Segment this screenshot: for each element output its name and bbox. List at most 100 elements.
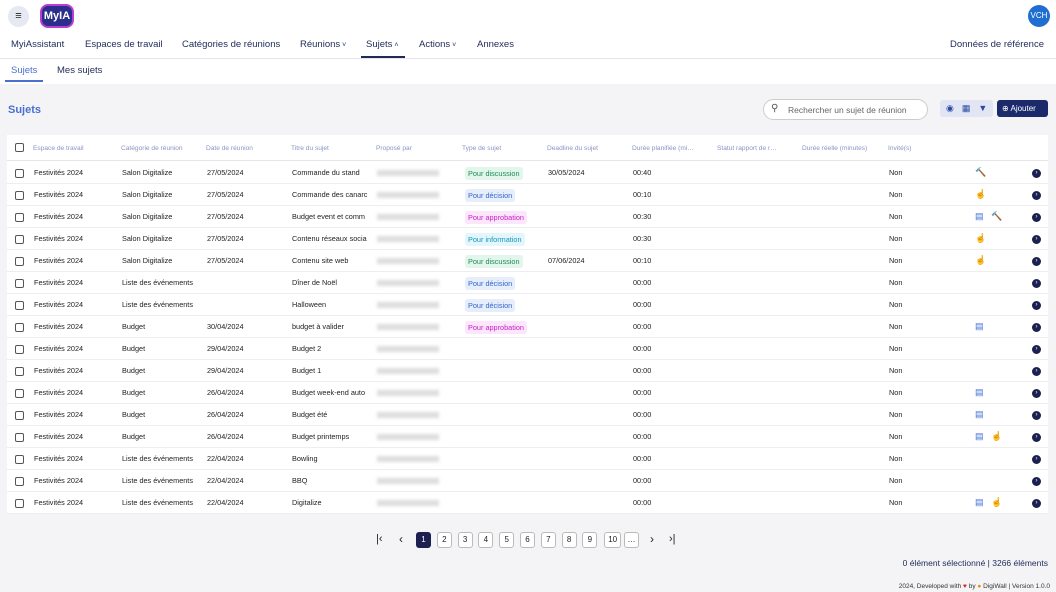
nav-item[interactable]: MyiAssistant bbox=[11, 39, 65, 50]
checkbox[interactable] bbox=[15, 411, 24, 420]
proposer-blurred bbox=[377, 302, 439, 308]
raise-hand-icon[interactable]: ☝ bbox=[975, 189, 987, 199]
checkbox[interactable] bbox=[15, 499, 24, 508]
cell: Festivités 2024 bbox=[34, 498, 84, 507]
checkbox[interactable] bbox=[15, 213, 24, 222]
column-header[interactable]: Proposé par bbox=[376, 145, 412, 152]
column-header[interactable]: Catégorie de réunion bbox=[121, 145, 183, 152]
avatar[interactable]: VCH bbox=[1028, 5, 1050, 27]
proposer-blurred bbox=[377, 478, 439, 484]
nav-item[interactable]: Espaces de travail bbox=[85, 39, 163, 50]
open-row[interactable]: › bbox=[1032, 499, 1041, 508]
checkbox[interactable] bbox=[15, 477, 24, 486]
document-icon[interactable]: ▤ bbox=[975, 321, 984, 331]
column-header[interactable]: Espace de travail bbox=[33, 145, 84, 152]
checkbox[interactable] bbox=[15, 345, 24, 354]
cell: 00:00 bbox=[633, 432, 652, 441]
document-icon[interactable]: ▤ bbox=[975, 211, 984, 221]
column-header[interactable]: Statut rapport de r… bbox=[717, 145, 777, 152]
page-button[interactable]: 4 bbox=[478, 532, 494, 548]
nav-item[interactable]: Données de référence bbox=[949, 39, 1044, 50]
action-icon[interactable]: 🔨 bbox=[975, 167, 987, 177]
document-icon[interactable]: ▤ bbox=[975, 387, 984, 397]
nav-item[interactable]: Annexes bbox=[477, 39, 514, 50]
first-page[interactable]: |‹ bbox=[376, 533, 383, 545]
raise-hand-icon[interactable]: ☝ bbox=[991, 497, 1003, 507]
column-header[interactable]: Deadline du sujet bbox=[547, 145, 598, 152]
tab-underline bbox=[5, 80, 43, 82]
open-row[interactable]: › bbox=[1032, 169, 1041, 178]
nav-item[interactable]: Réunions ˅ bbox=[300, 39, 347, 50]
checkbox[interactable] bbox=[15, 191, 24, 200]
open-row[interactable]: › bbox=[1032, 411, 1041, 420]
page-button[interactable]: 3 bbox=[457, 532, 473, 548]
nav-item[interactable]: Catégories de réunions bbox=[182, 39, 281, 50]
open-row[interactable]: › bbox=[1032, 433, 1041, 442]
open-row[interactable]: › bbox=[1032, 257, 1041, 266]
open-row[interactable]: › bbox=[1032, 213, 1041, 222]
open-row[interactable]: › bbox=[1032, 279, 1041, 288]
type-badge: Pour approbation bbox=[465, 321, 527, 334]
checkbox[interactable] bbox=[15, 301, 24, 310]
open-row[interactable]: › bbox=[1032, 455, 1041, 464]
page-button[interactable]: 10 bbox=[604, 532, 622, 548]
checkbox[interactable] bbox=[15, 455, 24, 464]
cell: Salon Digitalize bbox=[122, 190, 173, 199]
tab[interactable]: Sujets bbox=[11, 65, 38, 76]
open-row[interactable]: › bbox=[1032, 345, 1041, 354]
checkbox[interactable] bbox=[15, 323, 24, 332]
page-button[interactable]: 2 bbox=[436, 532, 452, 548]
add-button[interactable]: ⊕ Ajouter bbox=[997, 100, 1048, 117]
menu-button[interactable]: ≡ bbox=[8, 6, 29, 27]
checkbox[interactable] bbox=[15, 143, 24, 152]
view-tools[interactable]: ◉▦▼ bbox=[940, 100, 993, 117]
checkbox[interactable] bbox=[15, 367, 24, 376]
raise-hand-icon[interactable]: ☝ bbox=[991, 431, 1003, 441]
column-header[interactable]: Invité(s) bbox=[888, 145, 912, 152]
column-header[interactable]: Type de sujet bbox=[462, 145, 502, 152]
document-icon[interactable]: ▤ bbox=[975, 431, 984, 441]
tab[interactable]: Mes sujets bbox=[57, 65, 103, 76]
checkbox[interactable] bbox=[15, 169, 24, 178]
page-button[interactable]: 8 bbox=[561, 532, 577, 548]
page-button[interactable]: 9 bbox=[582, 532, 598, 548]
open-row[interactable]: › bbox=[1032, 477, 1041, 486]
open-row[interactable]: › bbox=[1032, 235, 1041, 244]
open-row[interactable]: › bbox=[1032, 389, 1041, 398]
search-box[interactable]: ⚲ Rechercher un sujet de réunion bbox=[763, 99, 928, 120]
prev-page[interactable]: ‹ bbox=[399, 532, 403, 546]
checkbox[interactable] bbox=[15, 257, 24, 266]
cell: 07/06/2024 bbox=[548, 256, 585, 265]
document-icon[interactable]: ▤ bbox=[975, 409, 984, 419]
open-row[interactable]: › bbox=[1032, 367, 1041, 376]
column-header[interactable]: Durée planifiée (mi… bbox=[632, 145, 694, 152]
logo[interactable]: MyIA bbox=[40, 4, 74, 28]
column-header[interactable]: Date de réunion bbox=[206, 145, 253, 152]
open-row[interactable]: › bbox=[1032, 323, 1041, 332]
page-more[interactable]: … bbox=[624, 532, 639, 548]
document-icon[interactable]: ▤ bbox=[975, 497, 984, 507]
proposer-blurred bbox=[377, 346, 439, 352]
open-row[interactable]: › bbox=[1032, 191, 1041, 200]
raise-hand-icon[interactable]: ☝ bbox=[975, 255, 987, 265]
checkbox[interactable] bbox=[15, 279, 24, 288]
page-button[interactable]: 5 bbox=[499, 532, 515, 548]
nav-item[interactable]: Sujets ˄ bbox=[366, 39, 399, 50]
raise-hand-icon[interactable]: ☝ bbox=[975, 233, 987, 243]
action-icon[interactable]: 🔨 bbox=[991, 211, 1003, 221]
open-row[interactable]: › bbox=[1032, 301, 1041, 310]
checkbox[interactable] bbox=[15, 433, 24, 442]
nav-item[interactable]: Actions ˅ bbox=[419, 39, 457, 50]
cell: Dîner de Noël bbox=[292, 278, 338, 287]
page-button[interactable]: 7 bbox=[540, 532, 556, 548]
column-header[interactable]: Titre du sujet bbox=[291, 145, 329, 152]
cell: Festivités 2024 bbox=[34, 212, 84, 221]
checkbox[interactable] bbox=[15, 235, 24, 244]
column-header[interactable]: Durée réelle (minutes) bbox=[802, 145, 868, 152]
checkbox[interactable] bbox=[15, 389, 24, 398]
page-button[interactable]: 6 bbox=[520, 532, 535, 548]
cell: Non bbox=[889, 168, 903, 177]
next-page[interactable]: › bbox=[650, 532, 654, 546]
page-button[interactable]: 1 bbox=[416, 532, 431, 548]
last-page[interactable]: ›| bbox=[669, 533, 676, 545]
